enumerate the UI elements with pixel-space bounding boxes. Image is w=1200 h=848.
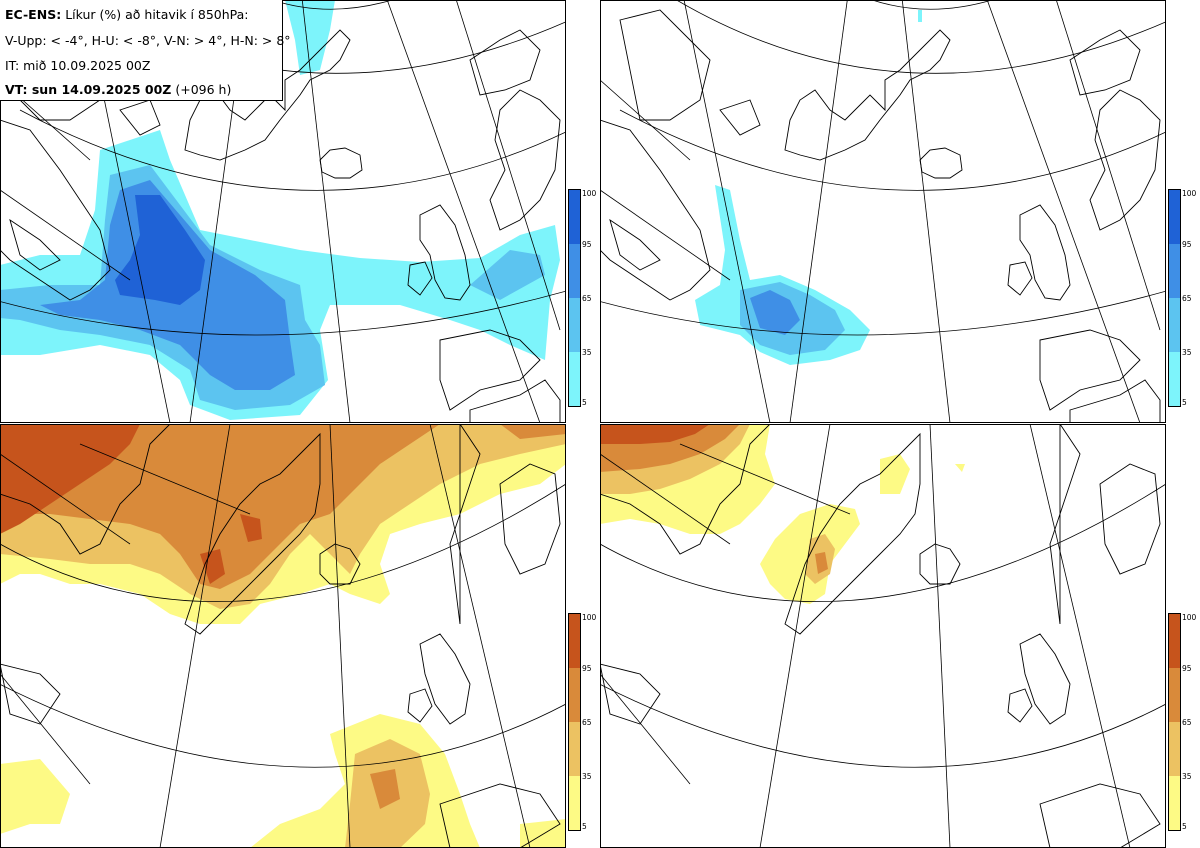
warm-contour-65 — [600, 424, 828, 574]
colorbar-segment — [1169, 614, 1180, 668]
colorbar-segment — [569, 668, 580, 722]
graticule — [0, 424, 566, 848]
map-bottom-right-svg — [600, 424, 1166, 848]
colorbar-segment — [1169, 190, 1180, 244]
colorbar-segment — [1169, 298, 1180, 352]
colorbar-tick-label: 65 — [1182, 718, 1192, 727]
colorbar-cold-bottom — [1168, 189, 1181, 407]
model-label: EC-ENS: — [5, 7, 62, 22]
colorbar-segment — [569, 244, 580, 298]
colorbar-tick-label: 35 — [582, 772, 592, 781]
warm-contour-95 — [0, 424, 262, 584]
coastlines — [0, 29, 561, 423]
colorbar-tick-label: 65 — [582, 718, 592, 727]
colorbar-tick-label: 95 — [1182, 240, 1192, 249]
colorbar-segment — [569, 614, 580, 668]
graticule — [600, 0, 1166, 423]
thresholds-text: V-Upp: < -4°, H-U: < -8°, V-N: > 4°, H-N… — [5, 33, 291, 48]
colorbar-tick-label: 35 — [1182, 772, 1192, 781]
colorbar-tick-label: 65 — [582, 294, 592, 303]
colorbar-warm-left — [568, 613, 581, 831]
colorbar-tick-label: 100 — [582, 613, 597, 622]
colorbar-segment — [1169, 776, 1180, 830]
init-time: IT: mið 10.09.2025 00Z — [5, 58, 151, 73]
colorbar-tick-label: 95 — [582, 240, 592, 249]
map-panel-top-right[interactable] — [600, 0, 1166, 423]
colorbar-tick-label: 100 — [582, 189, 597, 198]
info-box: EC-ENS: Líkur (%) að hitavik í 850hPa: V… — [0, 0, 291, 101]
cold-contour-95 — [115, 195, 205, 305]
colorbar-tick-label: 5 — [582, 398, 587, 407]
colorbar-segment — [1169, 668, 1180, 722]
warm-contour-65 — [0, 424, 566, 809]
map-top-right-svg — [600, 0, 1166, 423]
colorbar-tick-label: 5 — [582, 822, 587, 831]
colorbar-tick-label: 95 — [582, 664, 592, 673]
colorbar-segment — [569, 722, 580, 776]
colorbar-tick-label: 35 — [1182, 348, 1192, 357]
map-top-left-svg — [0, 0, 566, 423]
colorbar-tick-label: 95 — [1182, 664, 1192, 673]
cold-contour-65 — [750, 290, 800, 335]
colorbar-segment — [569, 190, 580, 244]
valid-time: VT: sun 14.09.2025 00Z — [5, 82, 172, 97]
map-panel-top-left[interactable] — [0, 0, 566, 423]
colorbar-tick-label: 35 — [582, 348, 592, 357]
map-panel-bottom-left[interactable] — [0, 424, 566, 848]
coastlines — [600, 424, 1161, 848]
colorbar-segment — [1169, 352, 1180, 406]
colorbar-tick-label: 100 — [1182, 189, 1197, 198]
colorbar-tick-label: 100 — [1182, 613, 1197, 622]
colorbar-tick-label: 65 — [1182, 294, 1192, 303]
graticule — [600, 424, 1166, 848]
colorbar-segment — [569, 352, 580, 406]
warm-contour-95 — [600, 424, 710, 444]
map-panel-bottom-right[interactable] — [600, 424, 1166, 848]
colorbar-segment — [569, 776, 580, 830]
cold-contour-5 — [695, 10, 922, 365]
colorbar-segment — [569, 298, 580, 352]
colorbar-cold-top — [568, 189, 581, 407]
colorbar-segment — [1169, 722, 1180, 776]
map-bottom-left-svg — [0, 424, 566, 848]
colorbar-segment — [1169, 244, 1180, 298]
colorbar-tick-label: 5 — [1182, 822, 1187, 831]
coastlines — [600, 9, 1161, 423]
coastlines — [0, 424, 561, 848]
colorbar-tick-label: 5 — [1182, 398, 1187, 407]
lead-time: (+096 h) — [175, 82, 232, 97]
warm-contour-35 — [0, 424, 566, 848]
graticule — [0, 0, 566, 423]
colorbar-warm-right — [1168, 613, 1181, 831]
chart-title: Líkur (%) að hitavik í 850hPa: — [65, 7, 249, 22]
